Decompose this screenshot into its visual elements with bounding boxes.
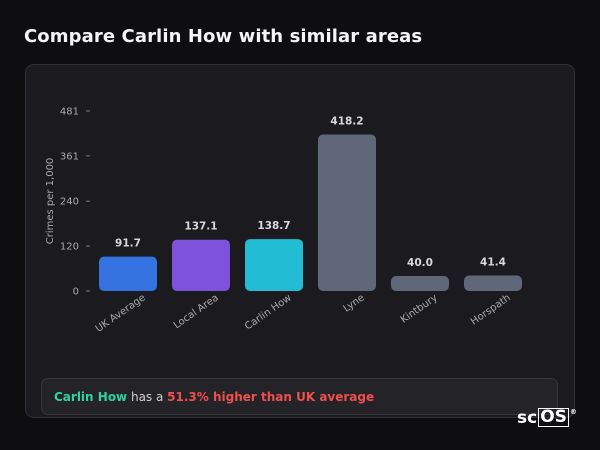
y-tick-label: 120 — [60, 242, 79, 253]
page-title: Compare Carlin How with similar areas — [24, 26, 423, 47]
comparison-summary: Carlin How has a 51.3% higher than UK av… — [41, 378, 558, 415]
bar — [245, 239, 303, 291]
bar-value-label: 40.0 — [407, 257, 433, 269]
x-tick-label: Local Area — [172, 292, 221, 331]
x-tick-label: UK Average — [94, 292, 148, 334]
bar — [391, 276, 449, 291]
x-tick-label: Horspath — [469, 292, 513, 327]
x-tick-label: Kintbury — [399, 292, 440, 325]
x-tick-label: Lyne — [342, 292, 367, 314]
x-tick-label: Carlin How — [243, 292, 294, 332]
y-tick-label: 0 — [73, 287, 79, 298]
bar-value-label: 138.7 — [257, 220, 290, 232]
bar — [464, 275, 522, 291]
bar — [318, 134, 376, 291]
scos-logo: sc OS ® — [517, 408, 577, 428]
y-tick-label: 240 — [60, 197, 79, 208]
bar-value-label: 137.1 — [184, 221, 217, 233]
y-tick-label: 361 — [60, 151, 79, 162]
summary-text: has a — [127, 389, 168, 404]
y-axis-label: Crimes per 1,000 — [45, 158, 56, 245]
registered-mark: ® — [569, 408, 577, 416]
bar — [99, 256, 157, 291]
logo-boxed-text: OS — [538, 407, 569, 427]
bar-value-label: 418.2 — [330, 116, 363, 128]
summary-area-name: Carlin How — [54, 389, 128, 404]
bar — [172, 239, 230, 291]
bar-value-label: 41.4 — [480, 257, 506, 269]
bar-value-label: 91.7 — [115, 238, 141, 250]
logo-text: sc — [517, 408, 538, 428]
summary-difference: 51.3% higher than UK average — [167, 389, 375, 404]
y-tick-label: 481 — [60, 107, 79, 118]
